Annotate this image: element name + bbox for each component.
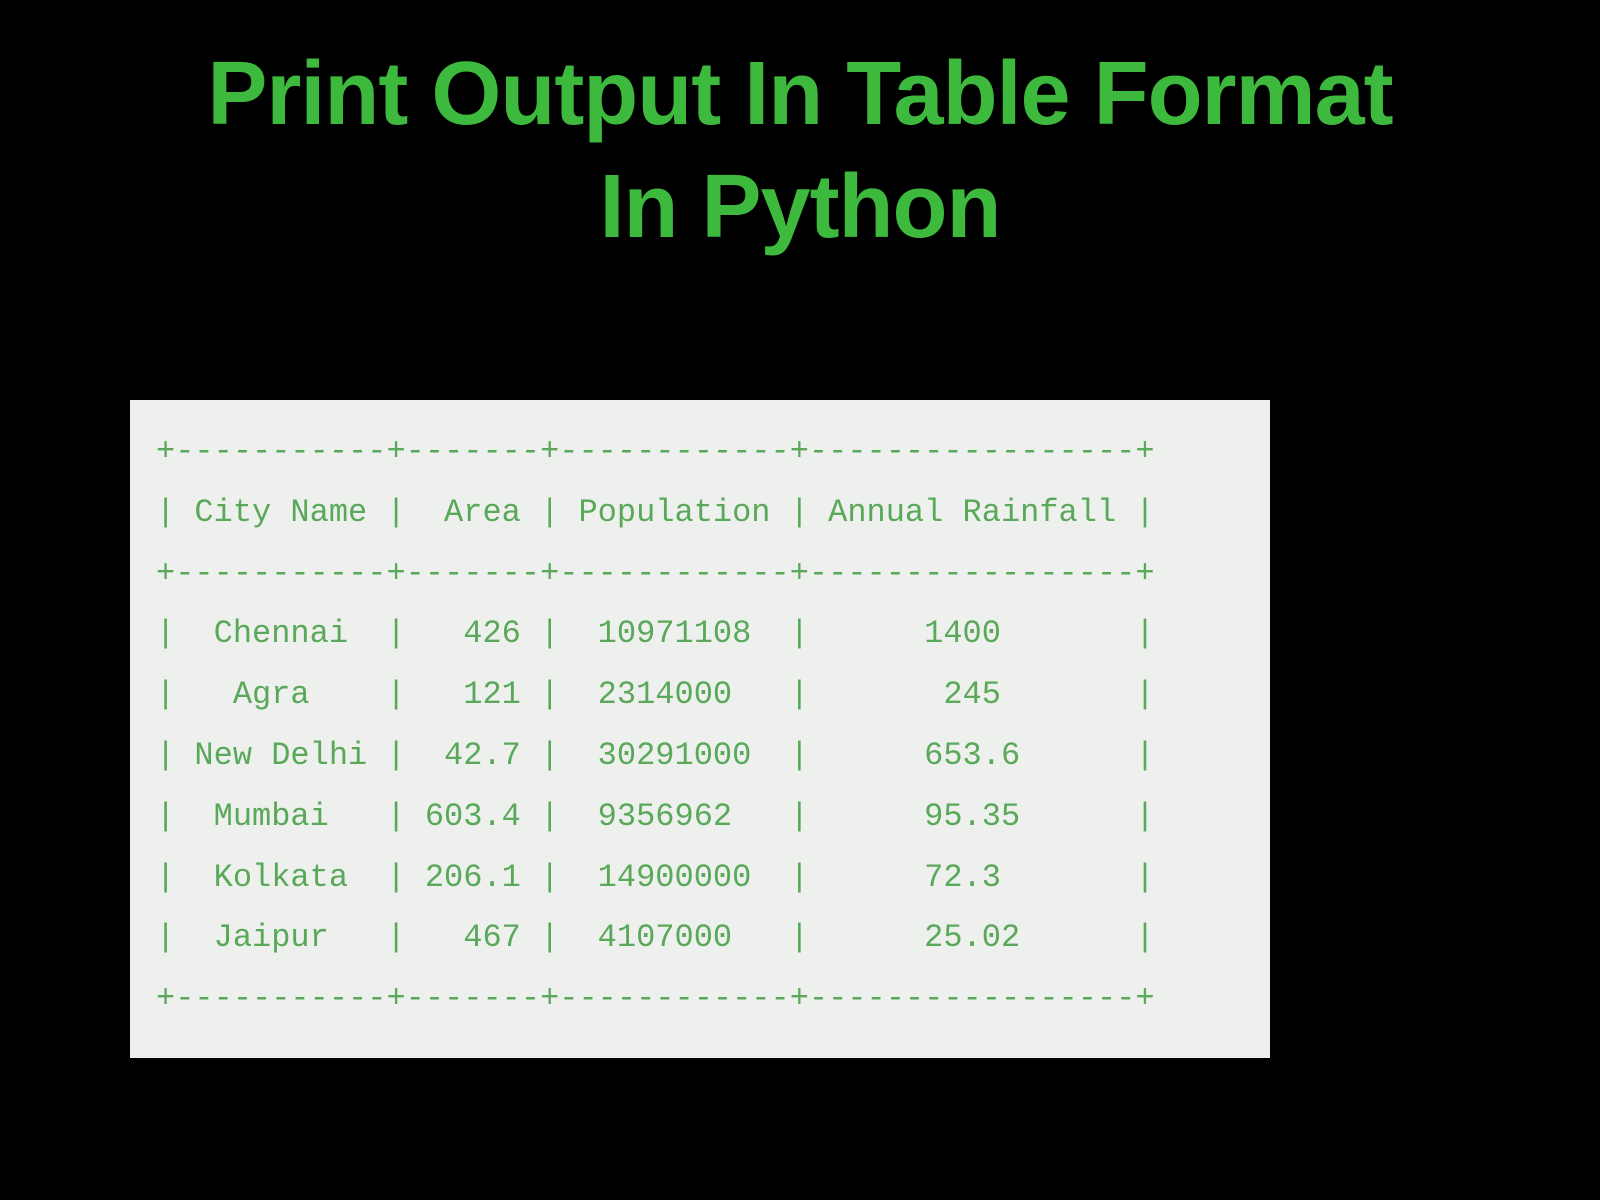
page-title: Print Output In Table Format In Python — [0, 0, 1600, 263]
title-line-1: Print Output In Table Format — [207, 44, 1392, 144]
table-panel: +-----------+-------+------------+------… — [130, 400, 1270, 1058]
ascii-table: +-----------+-------+------------+------… — [156, 422, 1244, 1030]
title-line-2: In Python — [600, 157, 1001, 257]
page-container: Print Output In Table Format In Python +… — [0, 0, 1600, 1200]
